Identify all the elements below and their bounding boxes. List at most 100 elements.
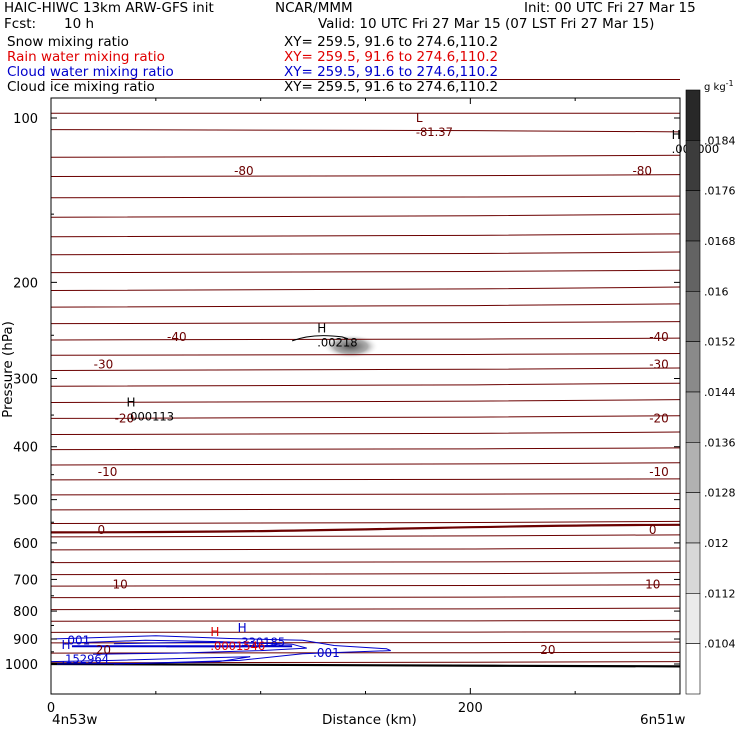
- plot-frame: [50, 97, 681, 695]
- y-tick-label: 400: [13, 441, 38, 456]
- isotherm-line: [50, 595, 681, 599]
- field-name-snow: Snow mixing ratio: [7, 34, 129, 50]
- isotherm-line: [50, 462, 681, 466]
- isotherm-label: -30: [94, 358, 114, 372]
- isotherm-label: -40: [649, 330, 669, 344]
- isotherm-line: [50, 661, 681, 664]
- colorbar-cell: [685, 240, 701, 292]
- cloud-water-label: .001: [313, 646, 340, 660]
- colorbar-label: .012: [704, 537, 729, 550]
- isotherm-line: [50, 492, 681, 496]
- x-axis-label: Distance (km): [322, 712, 417, 728]
- valid-time: Valid: 10 UTC Fri 27 Mar 15 (07 LST Fri …: [318, 16, 655, 32]
- field-xy-cloud-ice: XY= 259.5, 91.6 to 274.6,110.2: [284, 79, 499, 95]
- isotherm-line: [50, 478, 681, 481]
- isotherm-line: [50, 415, 681, 419]
- isotherm-line: [50, 619, 681, 622]
- colorbar-cell: [685, 542, 701, 594]
- isotherm-line: [50, 337, 681, 341]
- y-tick-label: 100: [13, 112, 38, 127]
- isotherm-label: -10: [649, 465, 669, 479]
- field-xy-rain: XY= 259.5, 91.6 to 274.6,110.2: [284, 49, 499, 65]
- colorbar-unit: g kg-1: [704, 79, 734, 93]
- isotherm-line: [50, 547, 681, 551]
- chart-title: HAIC-HIWC 13km ARW-GFS init: [4, 0, 214, 16]
- isotherm-line: [50, 286, 681, 292]
- right-endpoint-label: 6n51w: [640, 712, 686, 728]
- isotherm-line: [50, 431, 681, 436]
- extremum-value: .330185: [238, 635, 286, 649]
- isotherm-bold: [50, 662, 681, 668]
- extremum-value: .152964: [61, 652, 109, 666]
- field-name-rain: Rain water mixing ratio: [7, 49, 165, 65]
- extremum-value: .000113: [126, 409, 174, 423]
- x-tick-label: 0: [47, 701, 55, 716]
- extremum-marker: L: [416, 111, 423, 125]
- isotherm-label: -80: [234, 164, 254, 178]
- isotherm-label: 20: [540, 643, 555, 657]
- field-name-cloud-ice: Cloud ice mixing ratio: [7, 79, 155, 95]
- colorbar-cell: [685, 593, 701, 644]
- isotherm-label: -20: [649, 411, 669, 425]
- isotherm-label: 10: [113, 577, 128, 591]
- isotherm-line: [50, 154, 681, 158]
- isotherm-line: [50, 382, 681, 387]
- isotherm-label: -10: [98, 465, 118, 479]
- isotherm-line: [50, 399, 681, 404]
- cloud-water-contour: [71, 639, 307, 655]
- field-name-cloud-water: Cloud water mixing ratio: [7, 64, 174, 80]
- isotherm-line: [50, 174, 681, 178]
- snow-contour: [291, 335, 349, 342]
- snow-region: [322, 334, 379, 359]
- colorbar-label: .0136: [704, 436, 736, 449]
- isotherm-label: -80: [632, 164, 652, 178]
- colorbar-label: .0168: [704, 235, 736, 248]
- init-time: Init: 00 UTC Fri 27 Mar 15: [524, 0, 696, 16]
- extremum-value: .0001546: [210, 639, 265, 653]
- isotherm-line: [50, 447, 681, 451]
- y-tick-label: 200: [13, 276, 38, 291]
- y-tick-label: 900: [13, 633, 38, 648]
- colorbar-cell: [685, 391, 701, 443]
- isotherm-line: [50, 195, 681, 199]
- field-xy-snow: XY= 259.5, 91.6 to 274.6,110.2: [284, 34, 499, 50]
- isotherm-line: [50, 269, 681, 274]
- field-xy-cloud-water: XY= 259.5, 91.6 to 274.6,110.2: [284, 64, 499, 80]
- isotherm-label: 20: [96, 643, 111, 657]
- colorbar-cell: [685, 291, 701, 342]
- isotherm-line: [50, 129, 681, 133]
- y-tick-label: 700: [13, 573, 38, 588]
- isotherm-line: [50, 572, 681, 576]
- extremum-value: .00218: [317, 336, 357, 350]
- colorbar-cell: [685, 442, 701, 493]
- isotherm-line: [50, 251, 681, 256]
- isotherm-bold: [50, 523, 681, 534]
- isotherm-line: [50, 534, 681, 538]
- colorbar-label: .0112: [704, 587, 736, 600]
- y-axis-label: Pressure (hPa): [0, 321, 16, 418]
- isotherm-label: -30: [649, 358, 669, 372]
- left-endpoint-label: 4n53w: [52, 712, 98, 728]
- isotherm-label: -40: [167, 330, 187, 344]
- isotherm-label: 0: [97, 523, 105, 537]
- colorbar-label: .0104: [704, 638, 736, 651]
- colorbar-label: .0176: [704, 185, 736, 198]
- isotherm-line: [50, 213, 681, 218]
- colorbar-cell: [685, 190, 701, 242]
- isotherm-line: [50, 303, 681, 308]
- y-tick-label: 300: [13, 373, 38, 388]
- y-tick-label: 1000: [5, 658, 38, 673]
- extremum-marker: H: [126, 395, 135, 409]
- isotherm-line: [50, 631, 681, 633]
- colorbar-label: .0152: [704, 336, 736, 349]
- y-tick-label: 500: [13, 494, 38, 509]
- isotherm-line: [50, 520, 681, 525]
- org-label: NCAR/MMM: [275, 0, 353, 16]
- isotherm-line: [50, 607, 681, 611]
- y-tick-label: 800: [13, 605, 38, 620]
- cloud-water-label: .001: [64, 634, 91, 648]
- extremum-marker: H: [317, 322, 326, 336]
- isotherm-line: [50, 584, 681, 587]
- isotherm-line: [50, 560, 681, 564]
